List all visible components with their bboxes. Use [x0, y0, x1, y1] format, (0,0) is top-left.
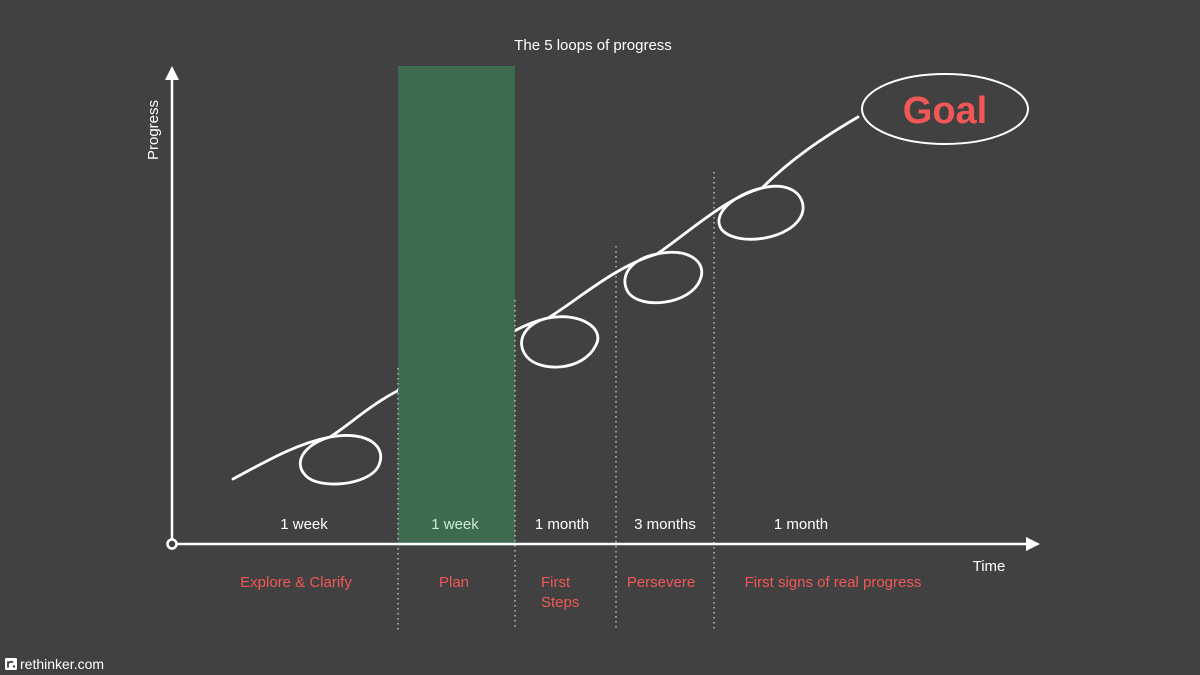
duration-first-steps: 1 month — [535, 516, 589, 533]
phase-names: Explore & Clarify Plan First Steps Perse… — [240, 574, 921, 611]
watermark: rethinker.com — [4, 656, 104, 672]
phase-first-signs: First signs of real progress — [745, 574, 922, 591]
duration-first-signs: 1 month — [774, 516, 828, 533]
origin-marker — [166, 538, 178, 550]
phase-persevere: Persevere — [627, 574, 695, 591]
y-axis-label: Progress — [145, 100, 162, 160]
x-axis-arrow-icon — [1026, 537, 1040, 551]
progress-line-highlighted — [233, 117, 858, 484]
duration-plan: 1 week — [431, 516, 479, 533]
phase-separators — [397, 172, 715, 630]
progress-line — [231, 115, 860, 486]
rethinker-logo-icon — [4, 657, 18, 671]
axes — [170, 72, 1032, 546]
phase-durations: 1 week 1 week 1 month 3 months 1 month — [280, 516, 828, 533]
y-axis-arrow-icon — [165, 66, 179, 80]
goal-ellipse — [861, 73, 1029, 145]
diagram-title: The 5 loops of progress — [514, 37, 672, 54]
goal-label: Goal — [903, 90, 987, 132]
plan-highlight-band — [398, 66, 515, 546]
phase-first-steps-line2: Steps — [541, 594, 579, 611]
phase-plan: Plan — [439, 574, 469, 591]
phase-explore-clarify: Explore & Clarify — [240, 574, 352, 591]
phase-first-steps-line1: First — [541, 574, 571, 591]
duration-persevere: 3 months — [634, 516, 696, 533]
watermark-text: rethinker.com — [20, 656, 105, 672]
goal-marker: Goal — [861, 73, 1029, 145]
x-axis-label: Time — [973, 558, 1006, 575]
duration-explore: 1 week — [280, 516, 328, 533]
progress-curve — [231, 115, 860, 486]
